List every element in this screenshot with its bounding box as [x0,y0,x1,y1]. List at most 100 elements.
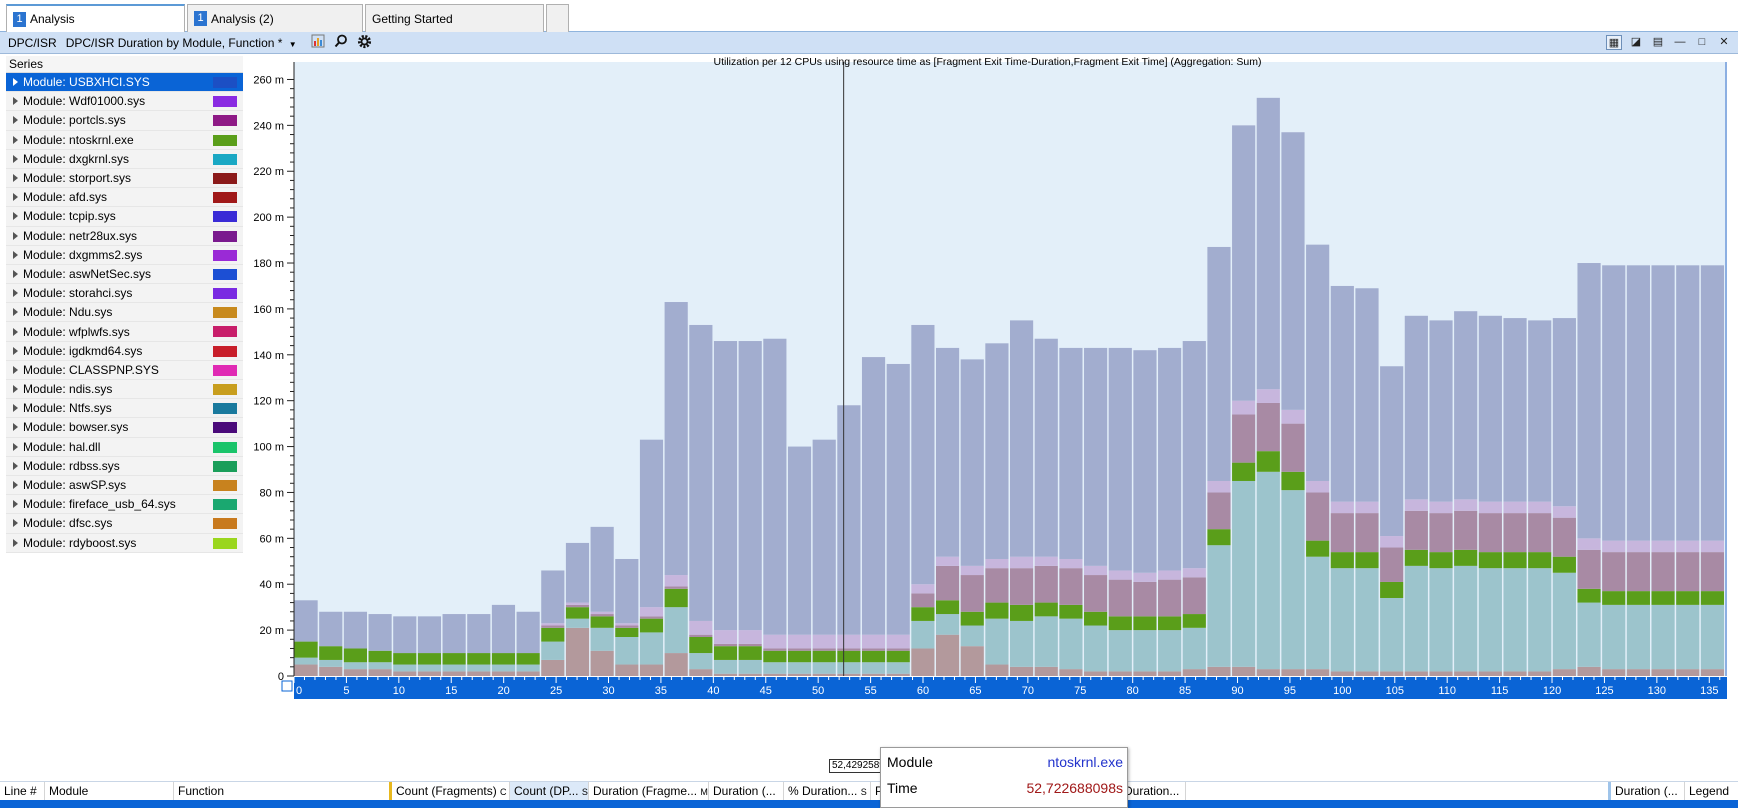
series-color-swatch[interactable] [213,479,237,491]
bar-segment[interactable] [1577,263,1601,539]
column-duration-2[interactable]: Duration... [1120,782,1186,801]
series-color-swatch[interactable] [213,441,237,453]
bar-segment[interactable] [590,614,614,617]
bar-segment[interactable] [1084,565,1108,576]
bar-segment[interactable] [763,338,787,635]
bar-segment[interactable] [1478,552,1502,569]
expand-arrow-icon[interactable] [13,250,18,259]
bar-segment[interactable] [1207,492,1231,530]
bar-segment[interactable] [1700,552,1724,592]
bar-segment[interactable] [935,614,960,635]
bar-segment[interactable] [1602,552,1626,592]
bar-segment[interactable] [1059,669,1083,676]
bar-segment[interactable] [1281,669,1305,676]
bar-segment[interactable] [368,669,392,676]
bar-segment[interactable] [1182,577,1206,615]
bar-segment[interactable] [1626,265,1650,541]
bar-segment[interactable] [787,673,812,676]
bar-segment[interactable] [1034,565,1058,603]
bar-segment[interactable] [1034,602,1058,617]
bar-segment[interactable] [935,565,960,601]
bar-segment[interactable] [343,611,368,649]
bar-segment[interactable] [1281,423,1305,472]
expand-arrow-icon[interactable] [13,116,18,125]
bar-segment[interactable] [713,646,738,660]
view-preset-dropdown[interactable]: DPC/ISR Duration by Module, Function * ▼ [66,36,297,50]
bar-segment[interactable] [294,600,318,642]
bar-segment[interactable] [1232,462,1256,481]
bar-segment[interactable] [565,602,590,605]
bar-segment[interactable] [1626,604,1650,670]
series-color-swatch[interactable] [213,268,237,280]
bar-segment[interactable] [1651,552,1675,592]
series-item[interactable]: Module: rdbss.sys [6,456,243,476]
bar-segment[interactable] [911,620,935,649]
bar-segment[interactable] [1256,97,1280,390]
bar-segment[interactable] [590,650,614,676]
series-color-swatch[interactable] [213,422,237,434]
bar-segment[interactable] [861,648,886,651]
bar-segment[interactable] [1651,540,1675,553]
bar-segment[interactable] [1330,568,1354,672]
bar-segment[interactable] [812,662,836,674]
bar-segment[interactable] [1700,591,1724,605]
bar-segment[interactable] [1232,666,1256,676]
bar-segment[interactable] [1010,666,1034,676]
bar-segment[interactable] [1552,318,1576,507]
bar-segment[interactable] [1084,671,1108,676]
series-color-swatch[interactable] [213,153,237,165]
series-item[interactable]: Module: fireface_usb_64.sys [6,495,243,515]
bar-segment[interactable] [886,662,910,674]
bar-segment[interactable] [1454,311,1478,500]
bar-segment[interactable] [1626,540,1650,553]
bar-segment[interactable] [837,634,861,649]
bar-segment[interactable] [1059,347,1083,559]
series-item[interactable]: Module: portcls.sys [6,111,243,131]
bar-segment[interactable] [1256,389,1280,403]
bar-segment[interactable] [615,625,639,628]
table-only-icon[interactable]: ▤ [1652,36,1664,48]
expand-arrow-icon[interactable] [13,269,18,278]
bar-segment[interactable] [1478,513,1502,553]
bar-segment[interactable] [1034,616,1058,667]
tab-analysis-2[interactable]: 1 Analysis (2) [187,4,363,32]
series-item[interactable]: Module: ndis.sys [6,380,243,400]
bar-segment[interactable] [960,359,984,566]
bar-segment[interactable] [1676,265,1700,541]
bar-segment[interactable] [812,648,836,651]
bar-segment[interactable] [935,347,960,557]
bar-segment[interactable] [787,634,812,649]
bar-segment[interactable] [1577,588,1601,603]
bar-segment[interactable] [1626,669,1650,676]
bar-segment[interactable] [1207,545,1231,667]
bar-segment[interactable] [1429,513,1453,553]
bar-segment[interactable] [664,607,688,654]
bar-segment[interactable] [467,671,491,676]
bar-segment[interactable] [787,446,812,635]
bar-segment[interactable] [1503,318,1527,502]
bar-segment[interactable] [393,653,417,665]
bar-segment[interactable] [1010,620,1034,667]
bar-segment[interactable] [1577,602,1601,667]
bar-segment[interactable] [1380,581,1404,598]
graph-and-table-icon[interactable]: ▦ [1606,35,1622,50]
bar-segment[interactable] [911,324,935,585]
bar-segment[interactable] [516,671,540,676]
series-color-swatch[interactable] [213,192,237,204]
expand-arrow-icon[interactable] [13,135,18,144]
column-percent-duration[interactable]: % Duration... S [784,782,871,801]
bar-segment[interactable] [1182,614,1206,628]
bar-segment[interactable] [1404,510,1428,550]
expand-arrow-icon[interactable] [13,231,18,240]
bar-segment[interactable] [1158,570,1182,580]
bar-segment[interactable] [1010,604,1034,621]
bar-segment[interactable] [1651,669,1675,676]
series-item[interactable]: Module: hal.dll [6,437,243,457]
bar-segment[interactable] [491,653,516,665]
series-item[interactable]: Module: wfplwfs.sys [6,322,243,342]
bar-segment[interactable] [615,623,639,626]
expand-arrow-icon[interactable] [13,308,18,317]
bar-segment[interactable] [812,439,836,635]
bar-segment[interactable] [738,643,762,647]
column-duration-3[interactable]: Duration (... [1611,782,1685,801]
